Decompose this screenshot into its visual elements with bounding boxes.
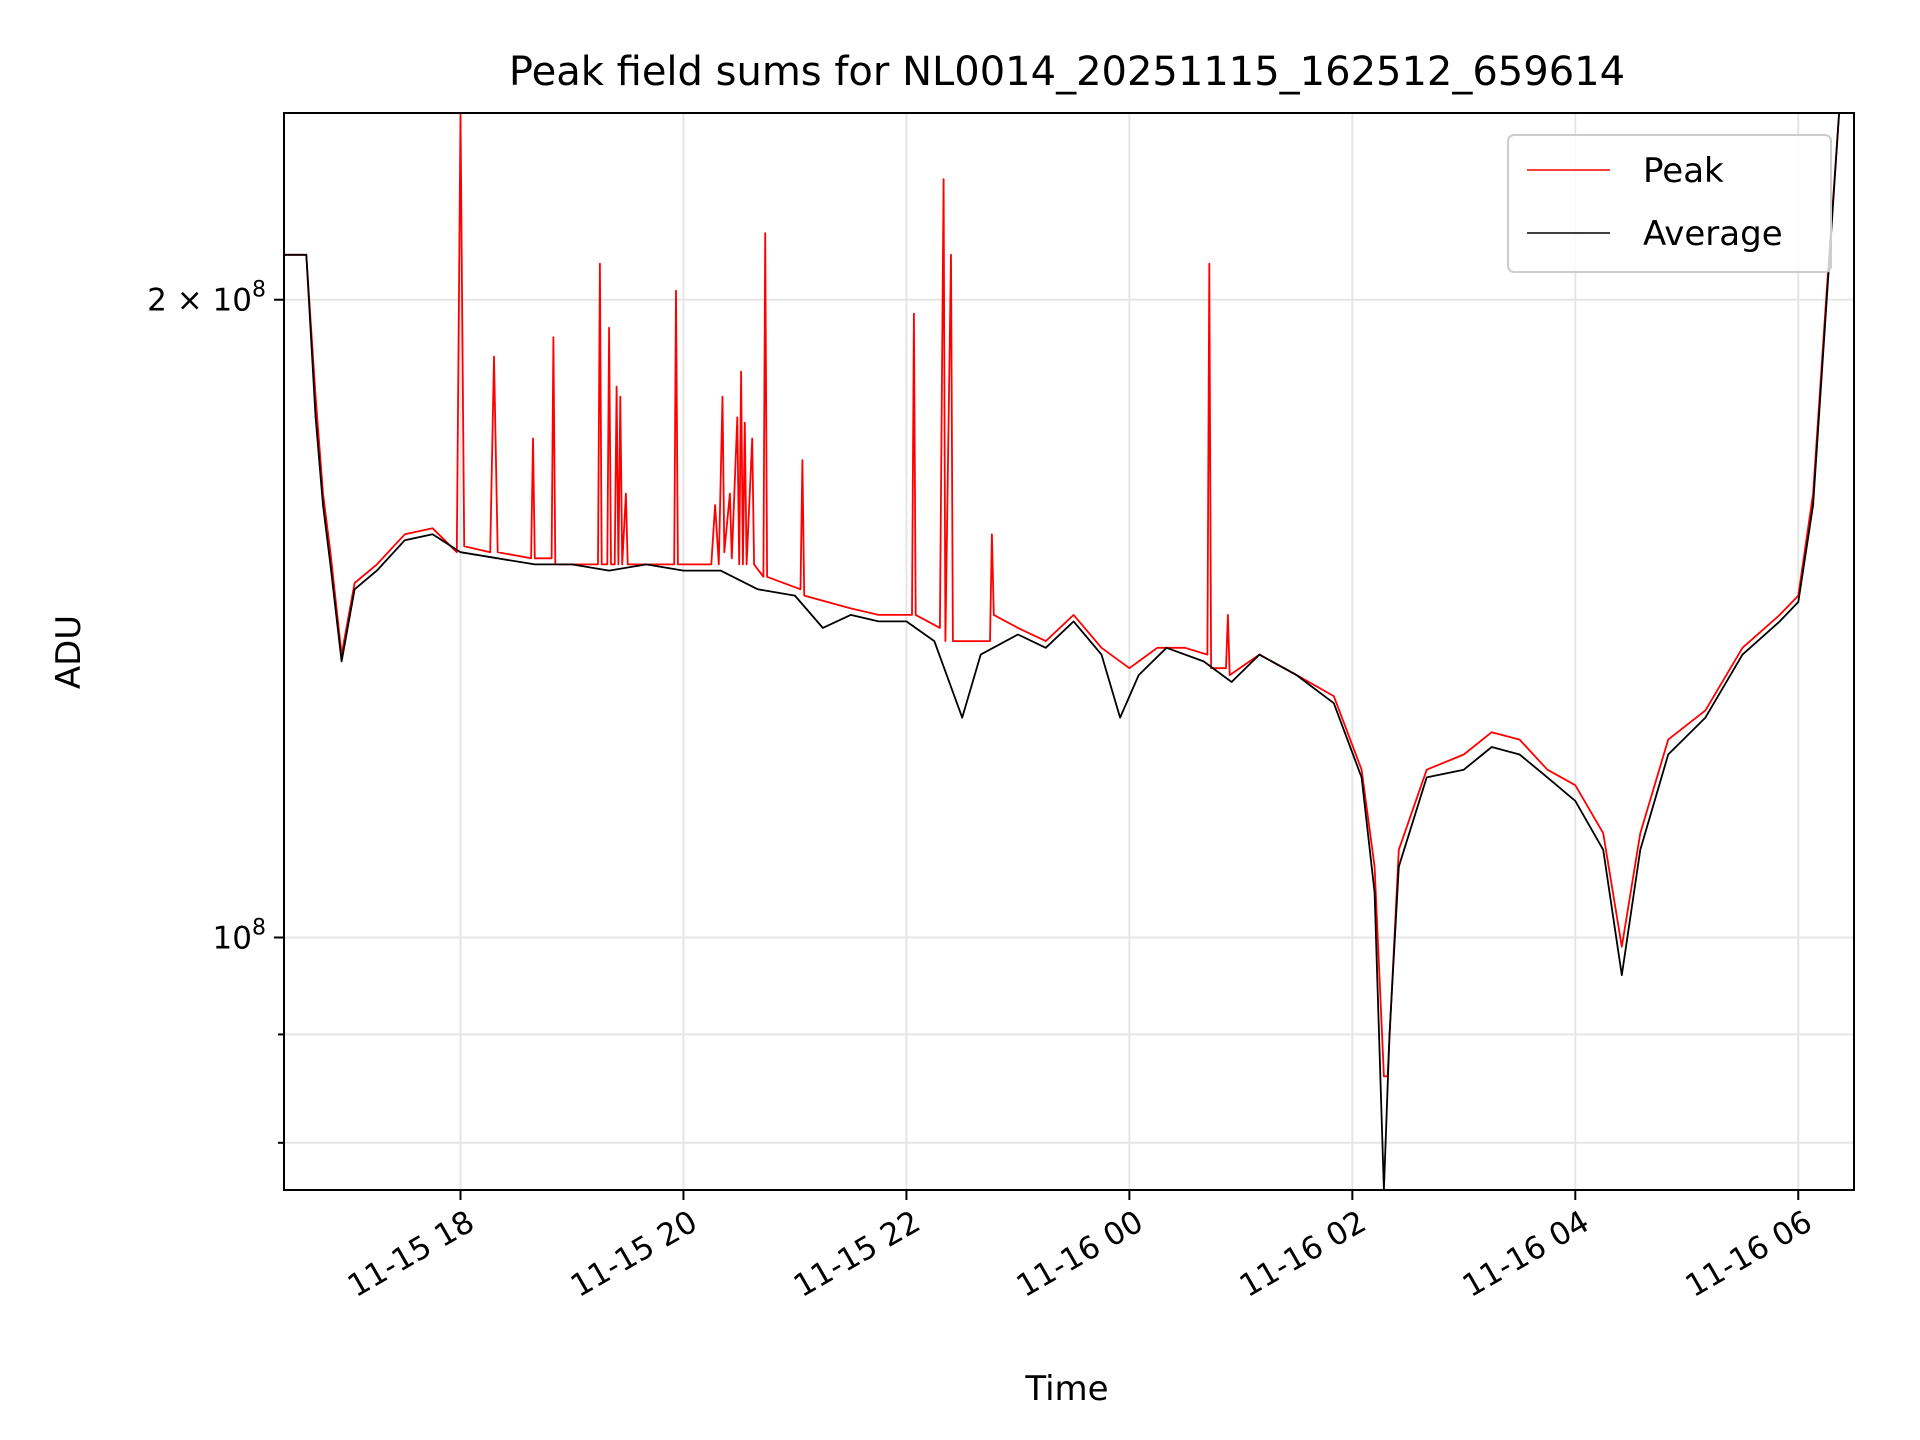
tick-layer: 11-15 18 11-15 20 11-15 22 11-16 00 11-16 02… bbox=[147, 278, 1818, 1305]
x-tick-label: 11-15 20 bbox=[565, 1204, 704, 1305]
series-line-average bbox=[284, 113, 1840, 1190]
y-axis-label: ADU bbox=[49, 615, 89, 689]
data-layer bbox=[284, 113, 1840, 1190]
legend-label-average: Average bbox=[1643, 214, 1783, 254]
x-tick-label: 11-16 02 bbox=[1234, 1204, 1373, 1305]
x-tick-label: 11-15 22 bbox=[788, 1204, 927, 1305]
y-tick-label: 2 × 108 bbox=[147, 278, 266, 319]
x-tick-label: 11-16 06 bbox=[1680, 1204, 1819, 1305]
legend-label-peak: Peak bbox=[1643, 151, 1724, 191]
chart-title: Peak field sums for NL0014_20251115_1625… bbox=[509, 49, 1625, 95]
y-tick-label: 108 bbox=[213, 915, 266, 956]
grid-layer bbox=[284, 113, 1854, 1190]
x-axis-label: Time bbox=[1024, 1369, 1108, 1409]
x-tick-label: 11-16 04 bbox=[1457, 1204, 1596, 1305]
plot-frame bbox=[283, 112, 1855, 1191]
legend: Peak Average bbox=[1507, 134, 1832, 273]
x-tick-label: 11-15 18 bbox=[342, 1204, 481, 1305]
series-line-peak bbox=[284, 113, 1840, 1078]
x-tick-label: 11-16 00 bbox=[1011, 1204, 1150, 1305]
